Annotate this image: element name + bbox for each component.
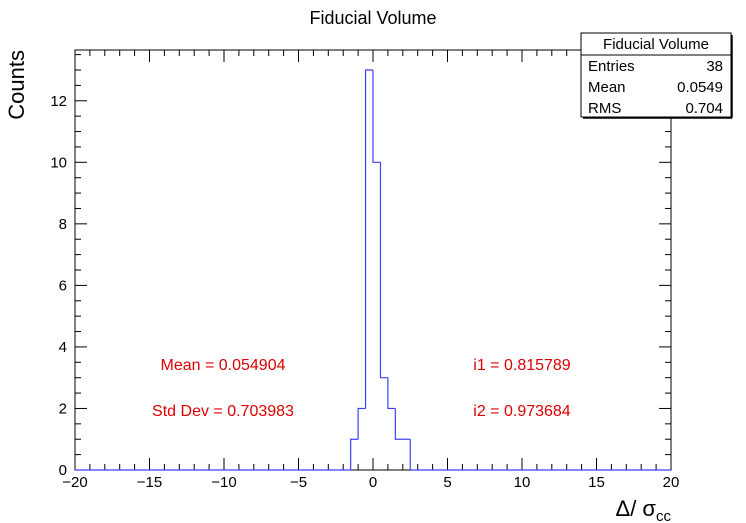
stats-box: Fiducial Volume Entries 38 Mean 0.0549 R…	[580, 32, 733, 119]
stats-rms-label: RMS	[588, 100, 621, 117]
stats-rms-value: 0.704	[685, 100, 723, 117]
x-axis-label-subscript: cc	[656, 508, 672, 523]
annotation-mean: Mean = 0.054904	[161, 357, 286, 374]
y-tick-label: 8	[59, 216, 67, 233]
x-axis-tick-labels: −20 −15 −10 −5 0 5 10 15 20	[62, 474, 679, 491]
stats-mean-label: Mean	[588, 79, 626, 96]
annotation-i2: i2 = 0.973684	[473, 403, 571, 420]
x-tick-label: 5	[443, 474, 451, 491]
y-tick-label: 10	[50, 154, 67, 171]
stats-entries-value: 38	[706, 58, 723, 75]
y-axis-label: Counts	[4, 50, 29, 120]
x-tick-label: −5	[290, 474, 307, 491]
y-tick-label: 12	[50, 93, 67, 110]
histogram-bin	[364, 69, 373, 409]
histogram-bin	[387, 377, 396, 410]
histogram-bin	[372, 70, 381, 163]
histogram-bin	[357, 407, 366, 440]
x-axis-label: Δ/ σcc	[616, 496, 672, 523]
stats-entries-label: Entries	[588, 58, 635, 75]
chart-title: Fiducial Volume	[309, 8, 436, 28]
x-tick-label: 15	[588, 474, 605, 491]
x-tick-label: 0	[369, 474, 377, 491]
stats-box-title: Fiducial Volume	[603, 36, 709, 53]
x-tick-label: −15	[137, 474, 162, 491]
y-axis-tick-labels: 0 2 4 6 8 10 12	[50, 93, 67, 479]
histogram-bins	[75, 69, 671, 471]
stats-box-frame	[580, 32, 732, 118]
y-tick-label: 2	[59, 400, 67, 417]
x-tick-label: 10	[514, 474, 531, 491]
y-tick-label: 0	[59, 462, 67, 479]
x-tick-label: 20	[663, 474, 680, 491]
x-tick-label: −10	[211, 474, 236, 491]
y-tick-label: 6	[59, 277, 67, 294]
annotation-i1: i1 = 0.815789	[473, 357, 571, 374]
stats-mean-value: 0.0549	[677, 79, 723, 96]
histogram-bin	[350, 438, 359, 470]
x-tick-label: −20	[62, 474, 87, 491]
x-axis-label-main: Δ/ σ	[616, 496, 657, 521]
histogram-bin	[379, 162, 388, 379]
histogram-bin	[394, 408, 403, 440]
y-tick-label: 4	[59, 339, 67, 356]
annotation-std-dev: Std Dev = 0.703983	[152, 403, 294, 420]
